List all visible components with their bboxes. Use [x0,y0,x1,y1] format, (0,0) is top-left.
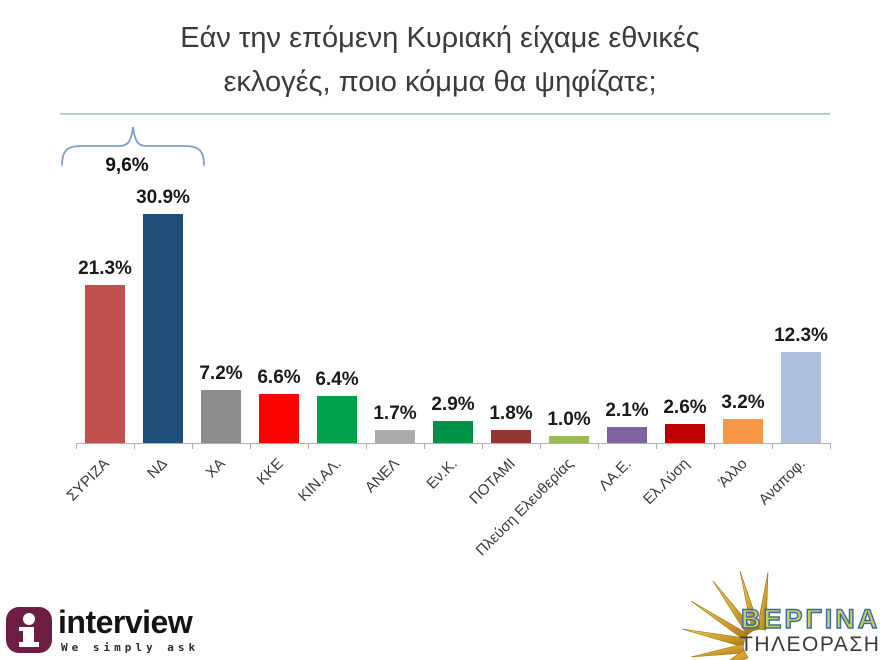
bar-ΑΝΕΛ [375,430,415,443]
axis-tick [830,443,831,449]
value-label: 1.8% [489,403,533,424]
bar-ΚΙΝ.ΑΛ. [317,396,357,443]
value-label: 6.4% [315,369,359,390]
difference-label: 9,6% [105,155,149,176]
interview-tagline: We simply ask [61,641,200,654]
axis-tick [192,443,193,449]
value-label: 6.6% [257,367,301,388]
i-stem [23,627,34,643]
value-label: 3.2% [721,392,765,413]
vergina-sun-icon [681,570,769,660]
axis-tick [134,443,135,449]
bar-ΠΟΤΑΜΙ [491,430,531,443]
vergina-subtitle: ΤΗΛΕΟΡΑΣΗ [740,633,880,656]
difference-brace-icon [61,126,205,166]
interview-logo-icon [6,607,52,653]
axis-tick [250,443,251,449]
i-foot [19,642,39,647]
title-divider [60,113,830,115]
value-label: 30.9% [136,187,190,208]
bar-Ελ.Λύση [665,424,705,443]
bar-ΚΚΕ [259,394,299,443]
axis-tick [714,443,715,449]
vergina-brand: ΒΕΡΓΙΝΑ [740,603,880,634]
bar-Αναποφ. [781,352,821,443]
axis-tick [772,443,773,449]
axis-tick [308,443,309,449]
value-label: 2.6% [663,397,707,418]
bar-Πλεύση Ελευθερίας [549,436,589,443]
axis-tick [482,443,483,449]
value-label: 1.7% [373,403,417,424]
title-line-1: Εάν την επόμενη Κυριακή είχαμε εθνικές [180,22,700,54]
page-title: Εάν την επόμενη Κυριακή είχαμε εθνικές ε… [70,16,810,104]
axis-tick [424,443,425,449]
axis-tick [540,443,541,449]
i-dot [23,613,35,625]
axis-tick [76,443,77,449]
value-label: 21.3% [78,258,132,279]
title-line-2: εκλογές, ποιο κόμμα θα ψηφίζατε; [223,66,657,98]
value-label: 12.3% [774,325,828,346]
value-label: 2.9% [431,394,475,415]
value-label: 2.1% [605,400,649,421]
axis-tick [366,443,367,449]
value-label: 7.2% [199,363,243,384]
axis-tick [656,443,657,449]
bar-ΣΥΡΙΖΑ [85,285,125,443]
bar-Εν.Κ. [433,421,473,443]
axis-tick [598,443,599,449]
value-label: 1.0% [547,409,591,430]
bar-ΧΑ [201,390,241,443]
bar-ΛΑ.Ε. [607,427,647,443]
bar-Άλλο [723,419,763,443]
x-axis [76,443,831,444]
bar-ΝΔ [143,214,183,443]
interview-brand: interview [58,604,193,640]
